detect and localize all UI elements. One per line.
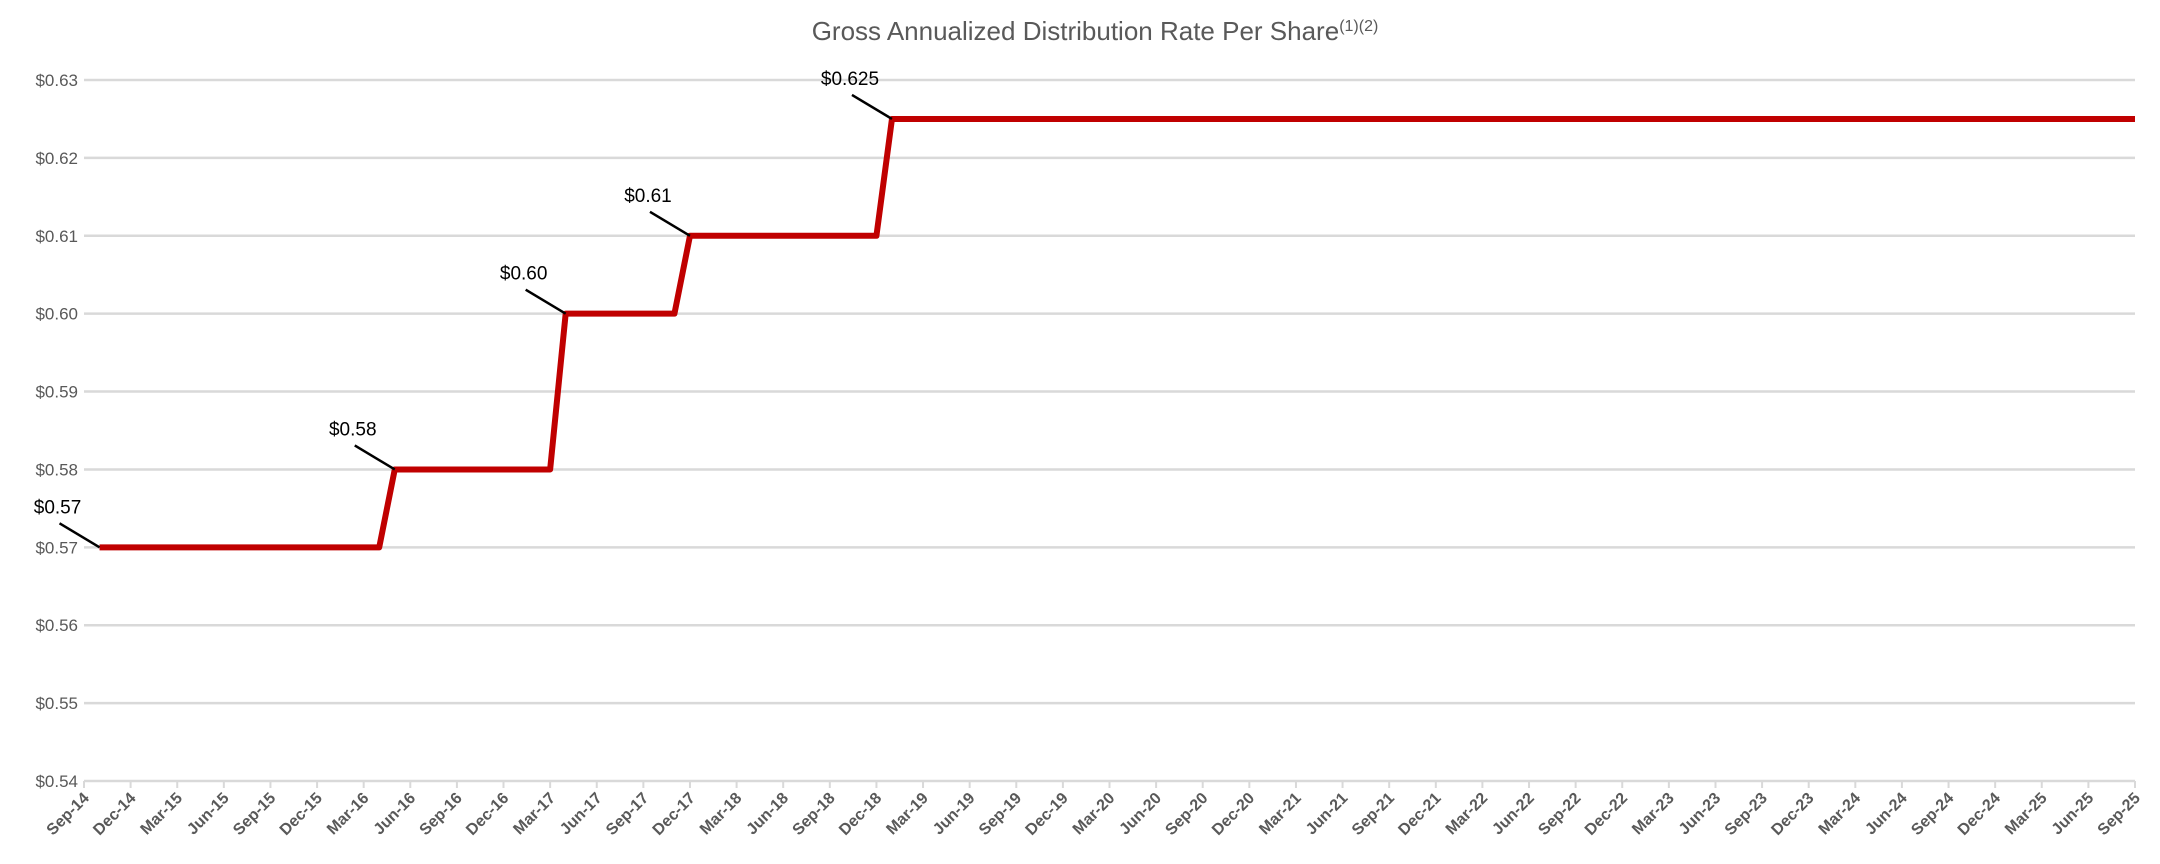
x-tick-label: Mar-25 xyxy=(2002,790,2051,839)
x-tick-label: Sep-25 xyxy=(2095,790,2144,839)
x-tick-label: Dec-16 xyxy=(463,790,512,839)
chart-title: Gross Annualized Distribution Rate Per S… xyxy=(812,16,1379,46)
x-tick-label: Sep-22 xyxy=(1535,790,1584,839)
x-tick-label: Dec-22 xyxy=(1582,790,1631,839)
x-tick-label: Jun-20 xyxy=(1116,790,1165,839)
x-tick-label: Mar-19 xyxy=(883,790,932,839)
leader-line xyxy=(851,93,893,121)
data-labels: $0.57 $0.58 $0.60 $0.61 $0.625 xyxy=(34,69,893,549)
y-tick-label: $0.56 xyxy=(35,616,78,635)
data-label: $0.60 xyxy=(500,264,548,285)
y-axis: $0.63 $0.62 $0.61 $0.60 $0.59 $0.58 $0.57 $0.56… xyxy=(35,71,78,791)
y-tick-label: $0.60 xyxy=(35,305,78,324)
distribution-rate-line xyxy=(99,115,2135,551)
leader-line xyxy=(649,210,691,237)
x-tick-label: Mar-18 xyxy=(697,790,746,839)
x-tick-label: Sep-18 xyxy=(790,790,839,839)
y-tick-label: $0.59 xyxy=(35,383,78,402)
x-tick-label: Jun-24 xyxy=(1862,790,1911,839)
x-tick-label: Sep-23 xyxy=(1722,790,1771,839)
x-tick-label: Mar-15 xyxy=(138,790,187,839)
x-tick-label: Mar-21 xyxy=(1256,790,1305,839)
x-tick-label: Jun-25 xyxy=(2049,790,2098,839)
x-tick-label: Jun-23 xyxy=(1676,790,1725,839)
x-tick-label: Dec-14 xyxy=(90,790,139,839)
x-tick-label: Dec-23 xyxy=(1768,790,1817,839)
x-tick-label: Dec-19 xyxy=(1023,790,1072,839)
x-tick-label: Jun-15 xyxy=(184,790,233,839)
x-tick-label: Mar-24 xyxy=(1816,790,1865,839)
x-tick-label: Mar-22 xyxy=(1443,790,1492,839)
x-tick-label: Dec-17 xyxy=(650,790,699,839)
x-axis: Sep-14Dec-14Mar-15Jun-15Sep-15Dec-15Mar-… xyxy=(44,781,2144,839)
y-tick-label: $0.58 xyxy=(35,460,78,479)
data-label: $0.57 xyxy=(34,497,82,518)
x-tick-label: Dec-21 xyxy=(1395,790,1444,839)
x-tick-label: Mar-16 xyxy=(324,790,373,839)
y-tick-label: $0.62 xyxy=(35,149,78,168)
y-tick-label: $0.63 xyxy=(35,71,78,90)
y-tick-label: $0.57 xyxy=(35,538,78,557)
x-tick-label: Dec-18 xyxy=(836,790,885,839)
x-tick-label: Jun-22 xyxy=(1489,790,1538,839)
leader-line xyxy=(354,444,396,471)
x-tick-label: Mar-17 xyxy=(510,790,559,839)
x-tick-label: Mar-20 xyxy=(1070,790,1119,839)
x-tick-label: Sep-17 xyxy=(603,790,652,839)
x-tick-label: Jun-18 xyxy=(744,790,793,839)
x-tick-label: Sep-19 xyxy=(976,790,1025,839)
x-tick-label: Jun-16 xyxy=(371,790,420,839)
series-line xyxy=(99,115,2135,551)
y-tick-label: $0.54 xyxy=(35,772,78,791)
data-label: $0.625 xyxy=(821,69,879,90)
x-tick-label: Sep-16 xyxy=(417,790,466,839)
x-tick-label: Sep-15 xyxy=(230,790,279,839)
x-tick-label: Sep-21 xyxy=(1349,790,1398,839)
gridlines xyxy=(84,78,2135,783)
leader-line xyxy=(525,288,567,315)
x-tick-label: Jun-19 xyxy=(930,790,979,839)
data-label: $0.61 xyxy=(624,186,672,207)
x-tick-label: Dec-15 xyxy=(277,790,326,839)
x-tick-label: Dec-20 xyxy=(1209,790,1258,839)
x-tick-label: Dec-24 xyxy=(1955,790,2004,839)
y-tick-label: $0.61 xyxy=(35,227,78,246)
y-tick-label: $0.55 xyxy=(35,694,78,713)
leader-line xyxy=(58,522,101,549)
x-tick-label: Sep-14 xyxy=(44,790,93,839)
x-tick-label: Jun-21 xyxy=(1303,790,1352,839)
x-tick-label: Jun-17 xyxy=(557,790,606,839)
x-tick-label: Sep-20 xyxy=(1162,790,1211,839)
data-label: $0.58 xyxy=(329,419,377,440)
x-tick-label: Sep-24 xyxy=(1908,790,1957,839)
x-tick-label: Mar-23 xyxy=(1629,790,1678,839)
